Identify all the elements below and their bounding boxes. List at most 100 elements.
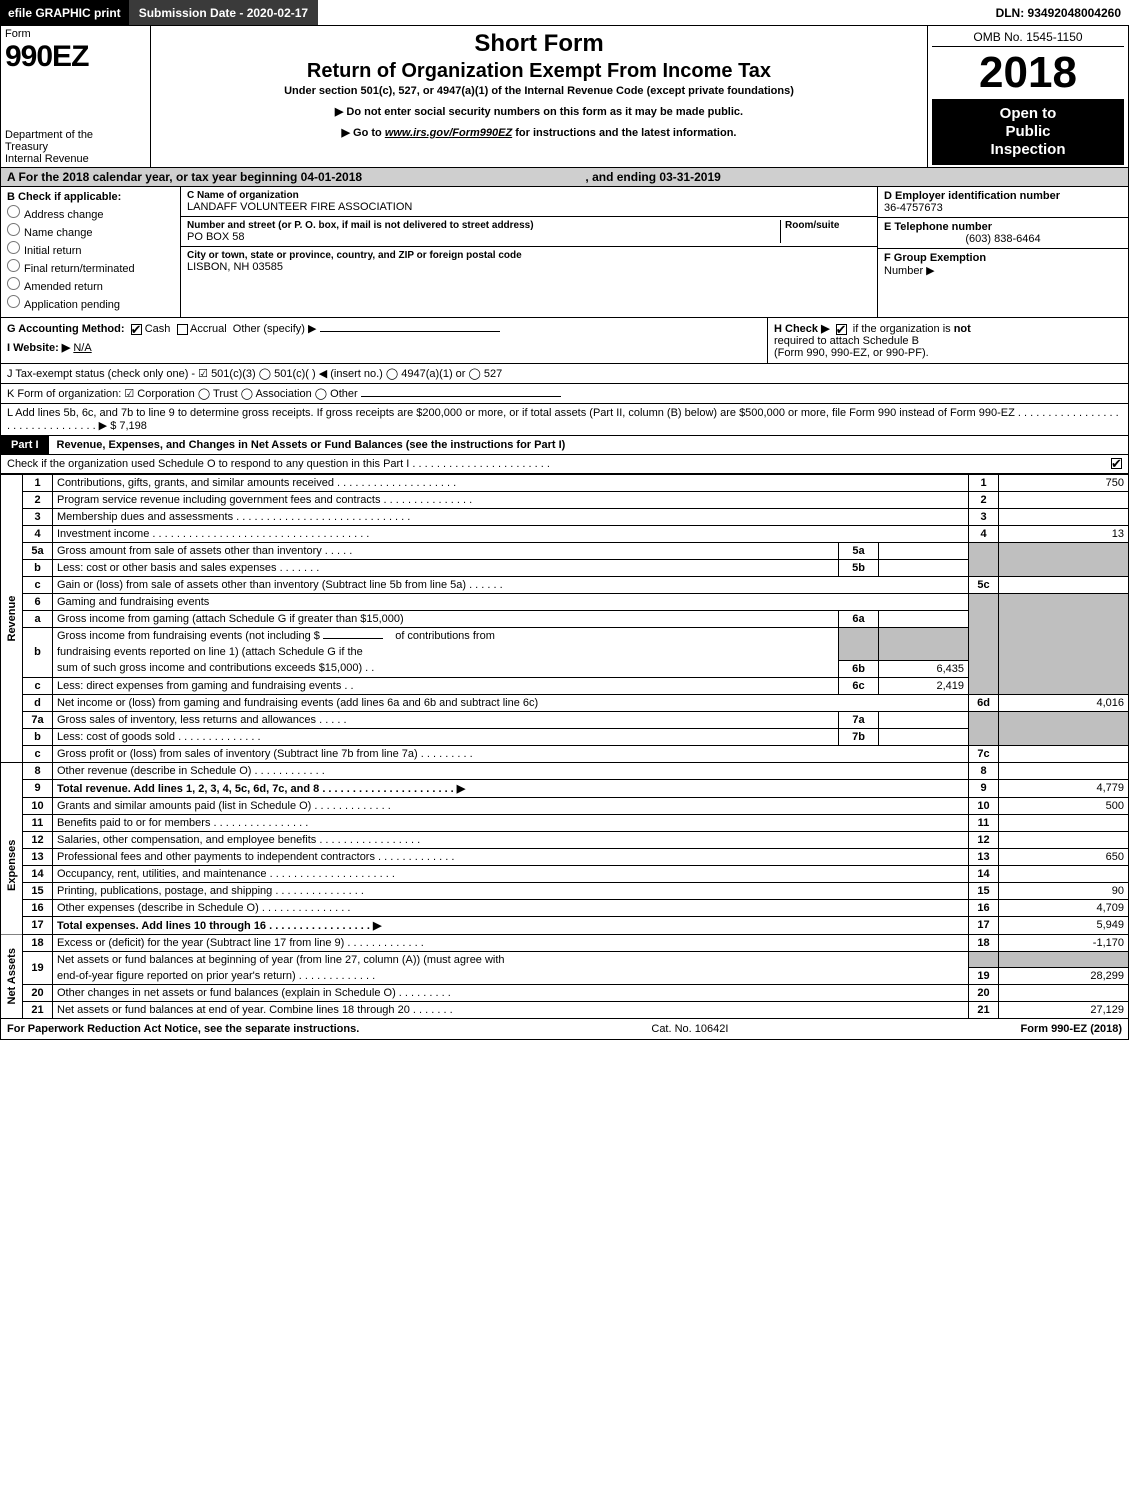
e-phone-value: (603) 838-6464	[884, 233, 1122, 245]
l19-num: 19	[23, 951, 53, 985]
l6b-shade-sv	[879, 628, 969, 661]
l17-num: 17	[23, 916, 53, 934]
col-def: D Employer identification number 36-4757…	[878, 187, 1128, 317]
c-street-label: Number and street (or P. O. box, if mail…	[187, 220, 776, 231]
l11-num: 11	[23, 814, 53, 831]
g-accrual-check[interactable]	[177, 324, 188, 335]
l9-col: 9	[969, 779, 999, 797]
opt-application-pending[interactable]: Application pending	[7, 295, 174, 311]
l21-desc: Net assets or fund balances at end of ye…	[53, 1002, 969, 1019]
l6b-sv: 6,435	[879, 660, 969, 677]
l9-num: 9	[23, 779, 53, 797]
l6d-col: 6d	[969, 694, 999, 711]
l7ab-shade2	[999, 711, 1129, 745]
opt-name-change[interactable]: Name change	[7, 223, 174, 239]
l17-desc: Total expenses. Add lines 10 through 16 …	[53, 916, 969, 934]
l8-num: 8	[23, 762, 53, 779]
header-mid: Short Form Return of Organization Exempt…	[151, 26, 928, 167]
l7b-desc: Less: cost of goods sold . . . . . . . .…	[53, 728, 839, 745]
opt-address-change[interactable]: Address change	[7, 205, 174, 221]
l18-desc: Excess or (deficit) for the year (Subtra…	[53, 934, 969, 951]
form-header: Form 990EZ Department of the Treasury In…	[0, 26, 1129, 168]
l6-desc: Gaming and fundraising events	[53, 594, 969, 611]
lines-table: Revenue 1 Contributions, gifts, grants, …	[0, 474, 1129, 1019]
h-not: not	[954, 323, 971, 335]
row-h: H Check ▶ if the organization is not req…	[768, 318, 1128, 363]
row-i: I Website: ▶ N/A	[7, 341, 761, 354]
l15-desc: Printing, publications, postage, and shi…	[53, 882, 969, 899]
open-line3: Inspection	[936, 141, 1120, 159]
f-group: F Group Exemption Number ▶	[878, 249, 1128, 280]
l9-desc: Total revenue. Add lines 1, 2, 3, 4, 5c,…	[53, 779, 969, 797]
l5b-desc: Less: cost or other basis and sales expe…	[53, 560, 839, 577]
l6b-num: b	[23, 628, 53, 678]
l8-amt	[999, 762, 1129, 779]
part-i-checkline: Check if the organization used Schedule …	[0, 455, 1129, 474]
l7b-num: b	[23, 728, 53, 745]
g-other-label: Other (specify) ▶	[233, 323, 317, 335]
dept-line1: Department of the	[5, 129, 146, 141]
l6c-sc: 6c	[839, 677, 879, 694]
l5a-desc: Gross amount from sale of assets other t…	[53, 543, 839, 560]
c-name-label: C Name of organization	[187, 190, 871, 201]
l1-num: 1	[23, 475, 53, 492]
opt-final-return[interactable]: Final return/terminated	[7, 259, 174, 275]
l20-amt	[999, 985, 1129, 1002]
l6a-desc: Gross income from gaming (attach Schedul…	[53, 611, 839, 628]
l19-desc2: end-of-year figure reported on prior yea…	[53, 968, 969, 985]
l12-desc: Salaries, other compensation, and employ…	[53, 831, 969, 848]
c-city-value: LISBON, NH 03585	[187, 261, 871, 273]
row-j-text: J Tax-exempt status (check only one) - ☑…	[7, 368, 502, 380]
opt-initial-return[interactable]: Initial return	[7, 241, 174, 257]
l13-num: 13	[23, 848, 53, 865]
l7b-sc: 7b	[839, 728, 879, 745]
l6b-desc3: sum of such gross income and contributio…	[53, 660, 839, 677]
l21-col: 21	[969, 1002, 999, 1019]
l6a-sc: 6a	[839, 611, 879, 628]
l6a-num: a	[23, 611, 53, 628]
l6c-num: c	[23, 677, 53, 694]
l7a-desc: Gross sales of inventory, less returns a…	[53, 711, 839, 728]
l7c-num: c	[23, 745, 53, 762]
efile-badge: efile GRAPHIC print	[0, 0, 129, 25]
irs-link[interactable]: www.irs.gov/Form990EZ	[385, 127, 512, 139]
h-check[interactable]	[836, 324, 847, 335]
part-i-check[interactable]	[1111, 458, 1122, 469]
l6d-desc: Net income or (loss) from gaming and fun…	[53, 694, 969, 711]
l5b-sv	[879, 560, 969, 577]
omb-number: OMB No. 1545-1150	[932, 28, 1124, 47]
l18-col: 18	[969, 934, 999, 951]
l6b-desc2: fundraising events reported on line 1) (…	[53, 644, 839, 660]
l19-shade1	[969, 951, 999, 968]
l3-amt	[999, 509, 1129, 526]
l9-amt: 4,779	[999, 779, 1129, 797]
l14-col: 14	[969, 865, 999, 882]
l21-num: 21	[23, 1002, 53, 1019]
c-city-label: City or town, state or province, country…	[187, 250, 871, 261]
h-label: H Check ▶	[774, 323, 830, 335]
l15-amt: 90	[999, 882, 1129, 899]
l3-desc: Membership dues and assessments . . . . …	[53, 509, 969, 526]
opt-amended-return[interactable]: Amended return	[7, 277, 174, 293]
row-k-text: K Form of organization: ☑ Corporation ◯ …	[7, 388, 358, 400]
dept-block: Department of the Treasury Internal Reve…	[5, 129, 146, 165]
g-cash-check[interactable]	[131, 324, 142, 335]
form-number: 990EZ	[5, 40, 146, 74]
l19-desc1: Net assets or fund balances at beginning…	[53, 951, 969, 968]
note-goto: ▶ Go to www.irs.gov/Form990EZ for instru…	[155, 126, 923, 139]
header-left: Form 990EZ Department of the Treasury In…	[1, 26, 151, 167]
return-title: Return of Organization Exempt From Incom…	[155, 60, 923, 83]
l6b-blank[interactable]	[323, 638, 383, 639]
row-a-ending: , and ending 03-31-2019	[585, 170, 720, 184]
k-other-line[interactable]	[361, 396, 561, 397]
l7c-desc: Gross profit or (loss) from sales of inv…	[53, 745, 969, 762]
l1-col: 1	[969, 475, 999, 492]
l3-num: 3	[23, 509, 53, 526]
l16-col: 16	[969, 899, 999, 916]
l6b-sc: 6b	[839, 660, 879, 677]
tax-year: 2018	[932, 51, 1124, 95]
l20-desc: Other changes in net assets or fund bala…	[53, 985, 969, 1002]
row-gh: G Accounting Method: Cash Accrual Other …	[0, 318, 1129, 364]
g-other-line[interactable]	[320, 331, 500, 332]
l11-desc: Benefits paid to or for members . . . . …	[53, 814, 969, 831]
